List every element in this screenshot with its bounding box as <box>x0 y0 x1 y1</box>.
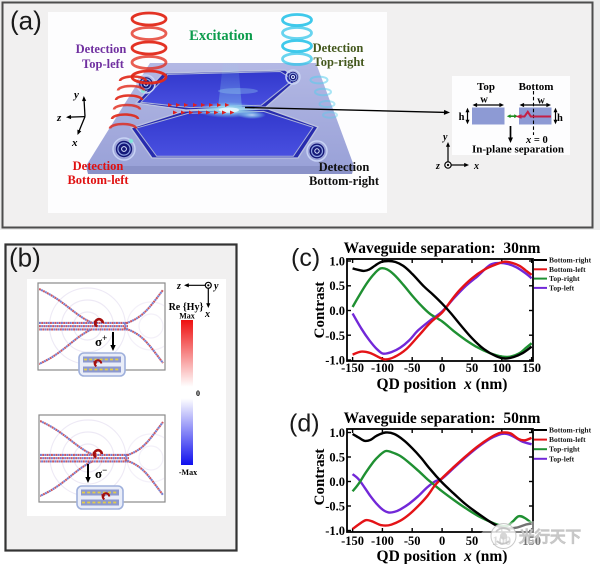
svg-text:50: 50 <box>466 534 479 548</box>
svg-text:-Max: -Max <box>179 468 197 477</box>
svg-text:Top-left: Top-left <box>549 283 575 292</box>
svg-text:1.0: 1.0 <box>329 426 345 440</box>
svg-text:Top-right: Top-right <box>314 55 366 69</box>
svg-text:-150: -150 <box>341 361 364 375</box>
svg-text:(b): (b) <box>9 243 41 273</box>
svg-text:0: 0 <box>439 361 445 375</box>
svg-text:z: z <box>56 112 62 124</box>
svg-text:Top-left: Top-left <box>549 454 575 463</box>
svg-text:Waveguide separation: 50nm: Waveguide separation: 50nm <box>344 410 541 427</box>
svg-text:-50: -50 <box>404 534 421 548</box>
svg-text:Bottom-right: Bottom-right <box>309 174 380 188</box>
svg-text:x: x <box>71 137 78 149</box>
svg-text:(d): (d) <box>289 410 320 438</box>
svg-text:w: w <box>537 96 545 107</box>
svg-text:w: w <box>480 95 488 106</box>
svg-text:Re {Hy}: Re {Hy} <box>169 302 204 313</box>
svg-text:Bottom-right: Bottom-right <box>549 256 592 265</box>
svg-text:x = 0: x = 0 <box>525 135 548 146</box>
svg-text:Excitation: Excitation <box>189 28 253 44</box>
svg-text:150: 150 <box>522 534 541 548</box>
svg-text:0: 0 <box>439 534 445 548</box>
svg-text:h: h <box>459 112 465 123</box>
svg-text:-50: -50 <box>404 361 421 375</box>
svg-text:h: h <box>557 113 563 124</box>
svg-text:Bottom: Bottom <box>519 81 554 93</box>
svg-text:0.5: 0.5 <box>329 451 345 465</box>
svg-text:Top-right: Top-right <box>549 274 580 283</box>
svg-text:-150: -150 <box>341 534 364 548</box>
svg-text:Detection: Detection <box>313 41 364 55</box>
svg-text:0.0: 0.0 <box>329 304 345 318</box>
svg-text:-100: -100 <box>371 534 394 548</box>
svg-text:(a): (a) <box>10 6 42 36</box>
svg-text:100: 100 <box>492 361 511 375</box>
svg-text:QD position x (nm): QD position x (nm) <box>377 376 508 393</box>
svg-text:Max: Max <box>179 312 195 321</box>
svg-text:y: y <box>442 132 448 143</box>
svg-text:QD position x (nm): QD position x (nm) <box>377 548 508 564</box>
svg-text:1.0: 1.0 <box>329 255 345 269</box>
svg-text:y: y <box>72 89 79 101</box>
svg-text:Contrast: Contrast <box>312 282 328 339</box>
svg-text:0.0: 0.0 <box>329 475 345 489</box>
svg-text:Bottom-left: Bottom-left <box>67 173 129 187</box>
svg-text:Bottom-left: Bottom-left <box>549 265 586 274</box>
svg-text:Top: Top <box>477 81 495 93</box>
svg-text:0.5: 0.5 <box>329 279 345 293</box>
svg-text:In-plane separation: In-plane separation <box>472 144 564 156</box>
svg-text:x: x <box>473 161 479 172</box>
svg-text:(c): (c) <box>291 244 320 272</box>
svg-text:-1.0: -1.0 <box>325 354 345 368</box>
svg-text:Top-left: Top-left <box>82 57 125 71</box>
svg-text:Detection: Detection <box>73 159 124 173</box>
svg-text:-1.0: -1.0 <box>325 524 345 538</box>
svg-text:x: x <box>204 309 210 320</box>
svg-text:150: 150 <box>522 361 541 375</box>
svg-text:-0.5: -0.5 <box>325 329 345 343</box>
svg-text:Detection: Detection <box>76 42 127 56</box>
svg-text:z: z <box>435 161 440 172</box>
svg-text:Waveguide separation: 30nm: Waveguide separation: 30nm <box>344 240 541 257</box>
svg-text:y: y <box>213 281 219 292</box>
svg-text:Bottom-right: Bottom-right <box>549 426 592 435</box>
svg-text:-100: -100 <box>371 361 394 375</box>
svg-text:Bottom-left: Bottom-left <box>549 435 586 444</box>
svg-text:0: 0 <box>196 389 200 398</box>
svg-text:-0.5: -0.5 <box>325 500 345 514</box>
svg-text:50: 50 <box>466 361 479 375</box>
svg-text:Contrast: Contrast <box>312 449 328 506</box>
svg-text:Top-right: Top-right <box>549 445 580 454</box>
svg-text:光行天下: 光行天下 <box>518 527 581 546</box>
svg-text:Detection: Detection <box>319 160 370 174</box>
svg-text:z: z <box>176 281 181 292</box>
